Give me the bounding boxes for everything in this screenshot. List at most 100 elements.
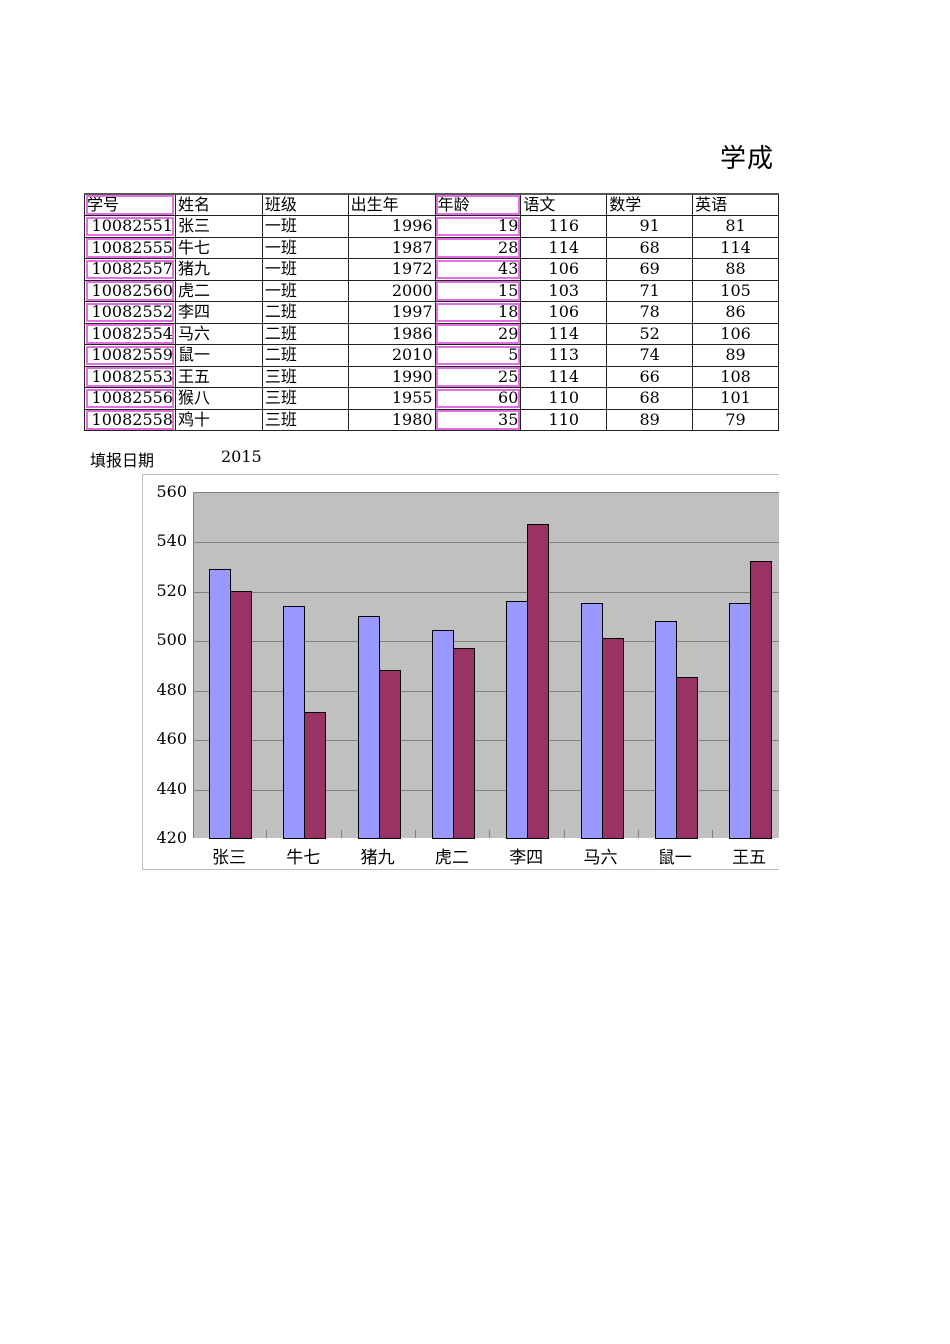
cell-class[interactable]: 一班 [261,279,349,302]
bar-series-2[interactable] [304,711,327,839]
cell-name[interactable]: 马六 [174,322,263,345]
report-date-value[interactable]: 2015 [221,447,262,466]
header-cell-chinese[interactable]: 语文 [520,193,608,216]
bar-series-1[interactable] [654,620,677,839]
cell-age[interactable]: 15 [434,279,522,302]
bar-series-2[interactable] [230,590,252,839]
header-cell-class[interactable]: 班级 [261,193,349,216]
cell-math[interactable]: 68 [606,236,694,259]
cell-chinese[interactable]: 103 [520,279,608,302]
bar-series-1[interactable] [431,630,454,839]
cell-english[interactable]: 106 [692,322,779,345]
cell-class[interactable]: 一班 [261,215,349,238]
cell-chinese[interactable]: 113 [520,344,608,367]
cell-class[interactable]: 三班 [261,387,349,410]
bar-series-2[interactable] [527,524,550,839]
cell-class[interactable]: 三班 [261,365,349,388]
cell-id[interactable]: 10082557 [84,258,176,281]
cell-english[interactable]: 101 [692,387,779,410]
cell-name[interactable]: 虎二 [174,279,263,302]
cell-math[interactable]: 74 [606,344,694,367]
header-cell-age[interactable]: 年龄 [434,193,522,216]
cell-name[interactable]: 王五 [174,365,263,388]
cell-english[interactable]: 114 [692,236,779,259]
bar-series-1[interactable] [283,605,306,839]
header-cell-id[interactable]: 学号 [84,193,176,216]
bar-series-1[interactable] [506,600,529,839]
cell-age[interactable]: 35 [434,408,522,431]
cell-birth-year[interactable]: 1996 [347,215,436,238]
cell-chinese[interactable]: 110 [520,387,608,410]
cell-id[interactable]: 10082551 [84,215,176,238]
cell-birth-year[interactable]: 2010 [347,344,436,367]
cell-age[interactable]: 25 [434,365,522,388]
cell-age[interactable]: 28 [434,236,522,259]
plot-area[interactable] [193,492,779,839]
cell-age[interactable]: 60 [434,387,522,410]
cell-chinese[interactable]: 106 [520,301,608,324]
cell-name[interactable]: 牛七 [174,236,263,259]
cell-name[interactable]: 猴八 [174,387,263,410]
cell-math[interactable]: 78 [606,301,694,324]
cell-age[interactable]: 19 [434,215,522,238]
cell-english[interactable]: 89 [692,344,779,367]
cell-english[interactable]: 88 [692,258,779,281]
cell-name[interactable]: 张三 [174,215,263,238]
cell-english[interactable]: 86 [692,301,779,324]
cell-math[interactable]: 89 [606,408,694,431]
cell-english[interactable]: 108 [692,365,779,388]
cell-birth-year[interactable]: 1990 [347,365,436,388]
cell-id[interactable]: 10082558 [84,408,176,431]
cell-math[interactable]: 68 [606,387,694,410]
bar-series-1[interactable] [357,615,380,839]
cell-class[interactable]: 一班 [261,258,349,281]
cell-chinese[interactable]: 114 [520,365,608,388]
bar-series-2[interactable] [750,561,773,839]
cell-id[interactable]: 10082560 [84,279,176,302]
bar-series-2[interactable] [601,637,624,839]
header-cell-math[interactable]: 数学 [606,193,694,216]
cell-english[interactable]: 105 [692,279,779,302]
cell-class[interactable]: 二班 [261,322,349,345]
cell-class[interactable]: 三班 [261,408,349,431]
cell-name[interactable]: 鼠一 [174,344,263,367]
cell-math[interactable]: 91 [606,215,694,238]
cell-name[interactable]: 猪九 [174,258,263,281]
header-cell-english[interactable]: 英语 [692,193,779,216]
cell-age[interactable]: 5 [434,344,522,367]
cell-class[interactable]: 一班 [261,236,349,259]
bar-series-2[interactable] [675,677,698,839]
cell-age[interactable]: 29 [434,322,522,345]
cell-id[interactable]: 10082552 [84,301,176,324]
cell-birth-year[interactable]: 1986 [347,322,436,345]
header-cell-birth-year[interactable]: 出生年 [347,193,436,216]
cell-chinese[interactable]: 114 [520,236,608,259]
cell-math[interactable]: 69 [606,258,694,281]
cell-id[interactable]: 10082553 [84,365,176,388]
header-cell-name[interactable]: 姓名 [174,193,263,216]
cell-chinese[interactable]: 114 [520,322,608,345]
cell-age[interactable]: 43 [434,258,522,281]
cell-class[interactable]: 二班 [261,344,349,367]
bar-series-1[interactable] [729,603,752,839]
cell-birth-year[interactable]: 1972 [347,258,436,281]
cell-age[interactable]: 18 [434,301,522,324]
cell-math[interactable]: 52 [606,322,694,345]
cell-chinese[interactable]: 106 [520,258,608,281]
cell-birth-year[interactable]: 1980 [347,408,436,431]
cell-id[interactable]: 10082555 [84,236,176,259]
bar-series-1[interactable] [580,603,603,839]
cell-birth-year[interactable]: 1997 [347,301,436,324]
cell-id[interactable]: 10082559 [84,344,176,367]
cell-english[interactable]: 81 [692,215,779,238]
cell-english[interactable]: 79 [692,408,779,431]
bar-series-2[interactable] [452,647,475,839]
bar-series-2[interactable] [378,669,401,839]
cell-name[interactable]: 李四 [174,301,263,324]
cell-birth-year[interactable]: 1987 [347,236,436,259]
cell-id[interactable]: 10082554 [84,322,176,345]
cell-chinese[interactable]: 116 [520,215,608,238]
cell-id[interactable]: 10082556 [84,387,176,410]
cell-math[interactable]: 71 [606,279,694,302]
cell-birth-year[interactable]: 1955 [347,387,436,410]
